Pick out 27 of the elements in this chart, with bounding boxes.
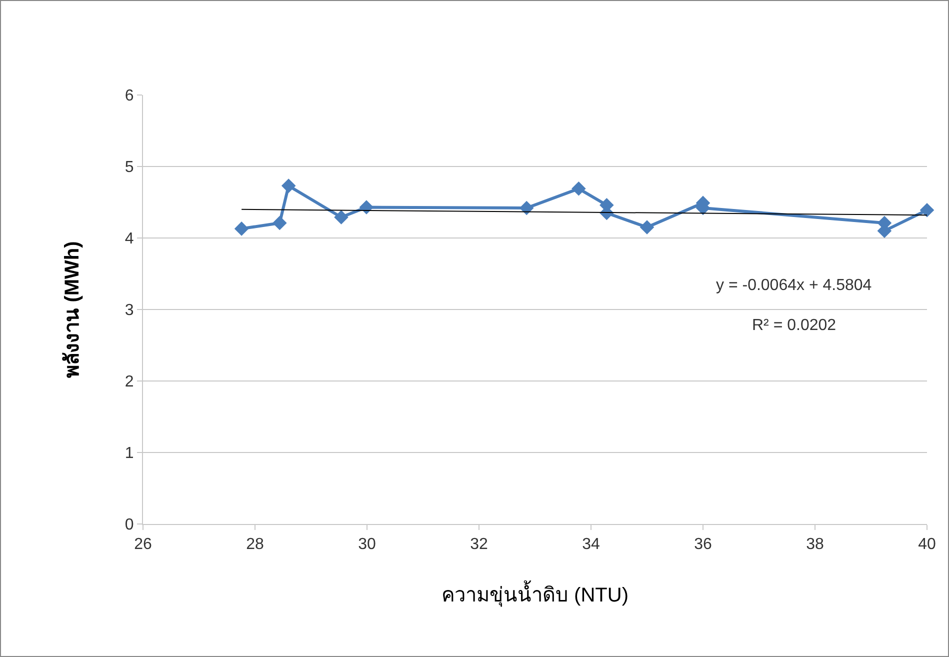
y-tick-label: 5 xyxy=(124,159,134,176)
x-tick-label: 28 xyxy=(246,536,264,554)
x-tick-label: 34 xyxy=(582,536,600,554)
point xyxy=(272,216,287,230)
annotation: y = -0.0064x + 4.5804 xyxy=(716,277,872,294)
point xyxy=(920,202,934,218)
x-tick-label: 30 xyxy=(358,536,376,554)
y-tick-label: 1 xyxy=(124,445,134,462)
x-tick-label: 36 xyxy=(694,536,712,554)
x-tick-label: 38 xyxy=(806,536,824,554)
y-tick-label: 6 xyxy=(124,88,134,105)
y-axis-title: พลังงาน (MWh) xyxy=(61,241,84,378)
y-tick-label: 4 xyxy=(124,230,134,248)
y-tick-label: 0 xyxy=(124,516,134,534)
x-tick-label: 26 xyxy=(134,536,152,554)
point xyxy=(640,220,654,234)
point xyxy=(572,182,586,196)
x-tick-label: 32 xyxy=(470,536,488,554)
annotation: R² = 0.0202 xyxy=(752,317,836,334)
y-tick-label: 3 xyxy=(124,302,134,320)
point xyxy=(281,178,296,193)
x-axis-title: ความขุ่นน้ำดิบ (NTU) xyxy=(442,580,628,608)
point xyxy=(334,210,348,224)
point xyxy=(234,222,249,236)
x-tick-label: 40 xyxy=(918,536,936,554)
point xyxy=(519,200,534,216)
y-tick-label: 2 xyxy=(124,374,134,391)
